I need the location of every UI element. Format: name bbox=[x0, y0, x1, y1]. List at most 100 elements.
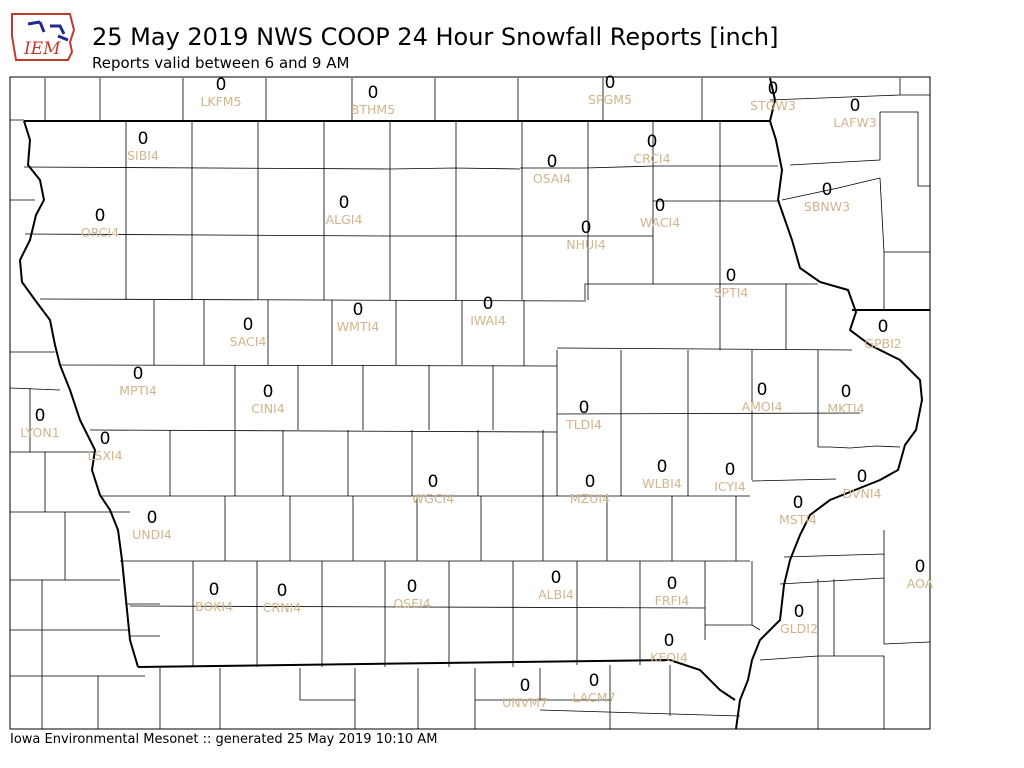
snowfall-value: 0 bbox=[483, 294, 494, 314]
snowfall-value: 0 bbox=[581, 218, 592, 238]
station-id: STOW3 bbox=[750, 98, 796, 113]
station-id: SPGM5 bbox=[588, 92, 632, 107]
snowfall-value: 0 bbox=[368, 83, 379, 103]
station-id: ICYI4 bbox=[714, 479, 746, 494]
snowfall-value: 0 bbox=[726, 266, 737, 286]
station-id: UNDI4 bbox=[132, 527, 172, 542]
station-id: CRNI4 bbox=[263, 600, 301, 615]
station-id: CINI4 bbox=[251, 401, 284, 416]
station-id: OSEI4 bbox=[393, 596, 430, 611]
snowfall-value: 0 bbox=[725, 460, 736, 480]
station-id: WGCI4 bbox=[412, 491, 454, 506]
station-id: DVNI4 bbox=[843, 486, 882, 501]
snowfall-value: 0 bbox=[339, 193, 350, 213]
station-id: MSTI4 bbox=[779, 512, 817, 527]
station-id: CRCI4 bbox=[633, 151, 670, 166]
snowfall-value: 0 bbox=[263, 382, 274, 402]
station-id: ALBI4 bbox=[538, 587, 574, 602]
snowfall-value: 0 bbox=[655, 196, 666, 216]
snowfall-value: 0 bbox=[605, 73, 616, 93]
map-footer: Iowa Environmental Mesonet :: generated … bbox=[10, 732, 438, 747]
station-id: LYON1 bbox=[20, 425, 59, 440]
station-id: UNVM7 bbox=[502, 695, 548, 710]
county-lines bbox=[9, 78, 931, 729]
iem-logo: IEM bbox=[10, 8, 78, 66]
snowfall-value: 0 bbox=[757, 380, 768, 400]
station-id: SACI4 bbox=[230, 334, 267, 349]
snowfall-value: 0 bbox=[353, 300, 364, 320]
station-id: ORCI4 bbox=[81, 225, 119, 240]
snowfall-value: 0 bbox=[589, 671, 600, 691]
station-id: NHUI4 bbox=[566, 237, 606, 252]
station-id: AMOI4 bbox=[742, 399, 783, 414]
station-id: GLDI2 bbox=[780, 621, 818, 636]
snowfall-value: 0 bbox=[520, 676, 531, 696]
snowfall-value: 0 bbox=[664, 631, 675, 651]
snowfall-value: 0 bbox=[793, 493, 804, 513]
station-id: MKTI4 bbox=[827, 401, 864, 416]
snowfall-value: 0 bbox=[35, 406, 46, 426]
station-id: OSAI4 bbox=[533, 171, 571, 186]
snowfall-value: 0 bbox=[579, 398, 590, 418]
snowfall-value: 0 bbox=[857, 467, 868, 487]
snowfall-value: 0 bbox=[878, 317, 889, 337]
station-id: ALGI4 bbox=[326, 212, 363, 227]
map-subtitle: Reports valid between 6 and 9 AM bbox=[92, 54, 350, 72]
snowfall-value: 0 bbox=[841, 382, 852, 402]
snowfall-value: 0 bbox=[551, 568, 562, 588]
station-id: LSXI4 bbox=[87, 448, 122, 463]
station-id: WACI4 bbox=[640, 215, 680, 230]
snowfall-value: 0 bbox=[667, 574, 678, 594]
snowfall-value: 0 bbox=[100, 429, 111, 449]
station-id: LKFM5 bbox=[200, 94, 241, 109]
station-id: LAFW3 bbox=[833, 115, 876, 130]
station-id: LACM7 bbox=[572, 690, 615, 705]
snowfall-value: 0 bbox=[216, 75, 227, 95]
station-id: FRFI4 bbox=[655, 593, 690, 608]
snowfall-value: 0 bbox=[585, 472, 596, 492]
snowfall-value: 0 bbox=[407, 577, 418, 597]
snowfall-value: 0 bbox=[547, 152, 558, 172]
map-title: 25 May 2019 NWS COOP 24 Hour Snowfall Re… bbox=[92, 23, 779, 51]
station-id: BTHM5 bbox=[351, 102, 395, 117]
station-id: IWAI4 bbox=[470, 313, 506, 328]
snowfall-value: 0 bbox=[138, 129, 149, 149]
station-id: AOA bbox=[907, 576, 934, 591]
station-id: GPBI2 bbox=[864, 336, 901, 351]
snowfall-value: 0 bbox=[850, 96, 861, 116]
snowfall-value: 0 bbox=[915, 557, 926, 577]
snowfall-value: 0 bbox=[133, 364, 144, 384]
snowfall-value: 0 bbox=[428, 472, 439, 492]
